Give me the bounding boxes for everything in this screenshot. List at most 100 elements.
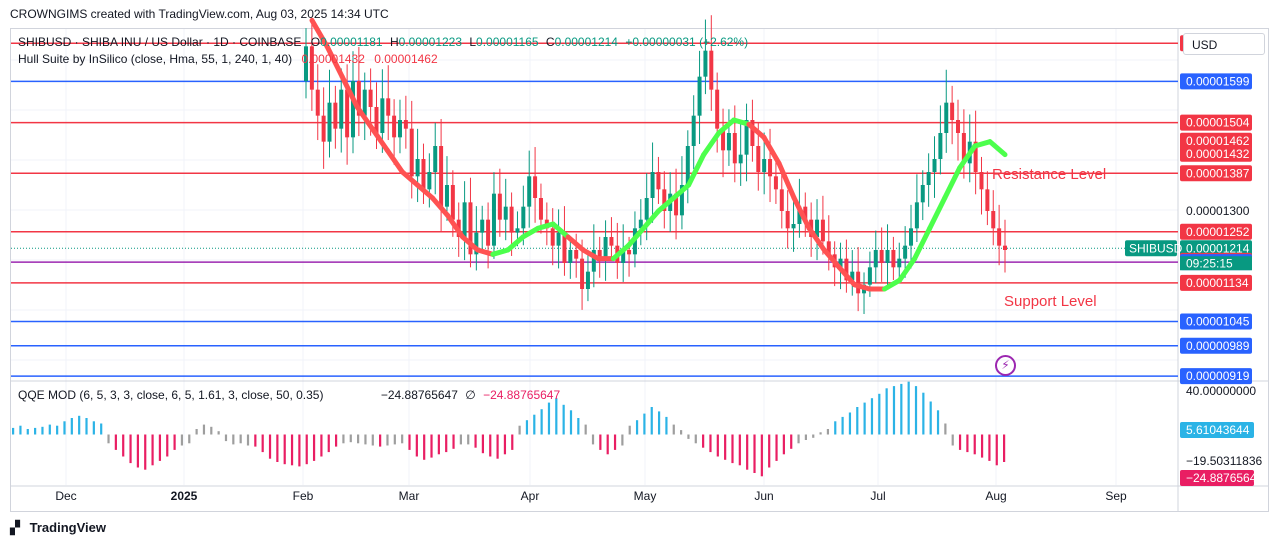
qqe-axis-label-text: 40.00000000 — [1186, 384, 1256, 398]
currency-button[interactable]: USD — [1183, 33, 1265, 55]
hull-legend[interactable]: Hull Suite by InSilico (close, Hma, 55, … — [18, 52, 438, 66]
candle-down — [662, 189, 667, 211]
qqe-bar — [129, 434, 132, 464]
time-axis-label: Sep — [1105, 489, 1127, 503]
candle-up — [914, 202, 919, 229]
price-axis-label-bg — [1180, 73, 1252, 90]
price-axis-label-text: 0.00001214 — [1186, 241, 1250, 255]
hull-segment — [520, 225, 541, 240]
qqe-bar — [312, 434, 316, 461]
qqe-bar — [591, 434, 595, 445]
candle-down — [779, 189, 784, 211]
candle-up — [679, 185, 684, 216]
hull-segment — [656, 195, 677, 214]
qqe-bar — [268, 434, 272, 459]
qqe-bar — [621, 434, 624, 446]
qqe-bar — [12, 427, 15, 435]
qqe-bar — [239, 434, 242, 444]
qqe-bar — [665, 416, 668, 435]
candle-up — [691, 115, 696, 146]
qqe-bar — [790, 434, 793, 449]
candle-up — [350, 81, 355, 138]
candle-up — [885, 250, 890, 263]
candle-up — [427, 172, 432, 190]
candle-up — [815, 219, 820, 237]
qqe-histogram — [12, 381, 1006, 477]
candle-down — [856, 271, 861, 294]
candle-down — [574, 250, 579, 259]
qqe-value-1: −24.88765647 — [380, 388, 458, 402]
hull-segment — [942, 165, 963, 201]
qqe-bar — [379, 434, 382, 447]
qqe-bar — [650, 407, 653, 435]
hull-segment — [746, 121, 767, 140]
hull-segment — [475, 247, 496, 257]
time-axis-label: 2025 — [171, 489, 198, 503]
qqe-bar — [746, 434, 749, 470]
candle-up — [703, 50, 708, 77]
price-axis-label-bg — [1180, 223, 1252, 240]
candle-down — [421, 159, 426, 190]
candle-up — [462, 202, 467, 237]
qqe-bar — [907, 381, 910, 435]
price-axis-label-text: 0.00000919 — [1186, 369, 1250, 383]
hull-value-1: 0.00001432 — [301, 52, 365, 66]
hull-segment — [399, 169, 420, 188]
qqe-bar — [834, 421, 837, 435]
qqe-bar — [34, 427, 37, 435]
hull-segment — [535, 221, 556, 231]
qqe-bar — [423, 434, 426, 460]
symbol-legend[interactable]: SHIBUSD · SHIBA INU / US Dollar · 1D · C… — [18, 35, 748, 49]
qqe-bar — [812, 434, 815, 438]
qqe-axis-label: 5.61043644 — [1180, 422, 1254, 438]
qqe-bar — [716, 434, 719, 457]
time-axis-label: Jun — [754, 489, 773, 503]
candle-up — [521, 206, 526, 229]
qqe-bar — [334, 434, 338, 447]
chart-credit: CROWNGIMS created with TradingView.com, … — [10, 7, 389, 21]
lightning-icon[interactable]: ⚡ — [995, 355, 1016, 376]
hull-segment — [897, 256, 918, 283]
qqe-bar — [173, 434, 176, 450]
price-axis-label-bg — [1180, 337, 1252, 354]
candle-down — [950, 102, 955, 120]
candle-down — [439, 146, 444, 207]
tradingview-logo[interactable]: ▞ TradingView — [10, 520, 106, 536]
price-axis-label-text: 0.00000989 — [1186, 339, 1250, 353]
candle-up — [444, 185, 449, 207]
qqe-bar — [474, 434, 477, 448]
candle-up — [474, 232, 479, 255]
candle-down — [368, 89, 373, 107]
candle-up — [897, 258, 902, 268]
hull-segment — [927, 195, 948, 231]
support-label: Support Level — [1004, 293, 1097, 310]
candle-down — [403, 120, 408, 129]
qqe-bar — [870, 398, 874, 435]
qqe-axis-label: −24.88765647 — [1180, 470, 1263, 486]
price-axis-label-text: 0.00001387 — [1186, 166, 1250, 180]
qqe-bar — [342, 434, 345, 444]
qqe-bar — [672, 424, 675, 435]
candle-down — [309, 46, 314, 90]
time-axis-label: Feb — [293, 489, 314, 503]
qqe-bar — [276, 434, 279, 462]
qqe-bar — [496, 434, 499, 459]
qqe-bar — [246, 434, 250, 446]
candle-down — [674, 193, 679, 216]
candle-down — [891, 250, 896, 268]
qqe-value-2: −24.88765647 — [483, 388, 561, 402]
price-axis-label-text: 0.00001504 — [1186, 116, 1250, 130]
qqe-bar — [848, 412, 852, 435]
candle-up — [480, 219, 485, 233]
qqe-legend[interactable]: QQE MOD (6, 5, 3, 3, close, 6, 5, 1.61, … — [18, 388, 560, 402]
qqe-bar — [731, 434, 734, 464]
qqe-bar — [819, 432, 822, 435]
qqe-bar — [298, 434, 301, 467]
qqe-bar — [973, 434, 976, 455]
qqe-empty-symbol: ∅ — [465, 388, 476, 402]
qqe-axis-label-text: 5.61043644 — [1186, 423, 1250, 437]
qqe-bar — [217, 431, 220, 435]
hull-title: Hull Suite by InSilico (close, Hma, 55, … — [18, 52, 293, 66]
price-axis-label: 0.00000919 — [1180, 368, 1252, 385]
